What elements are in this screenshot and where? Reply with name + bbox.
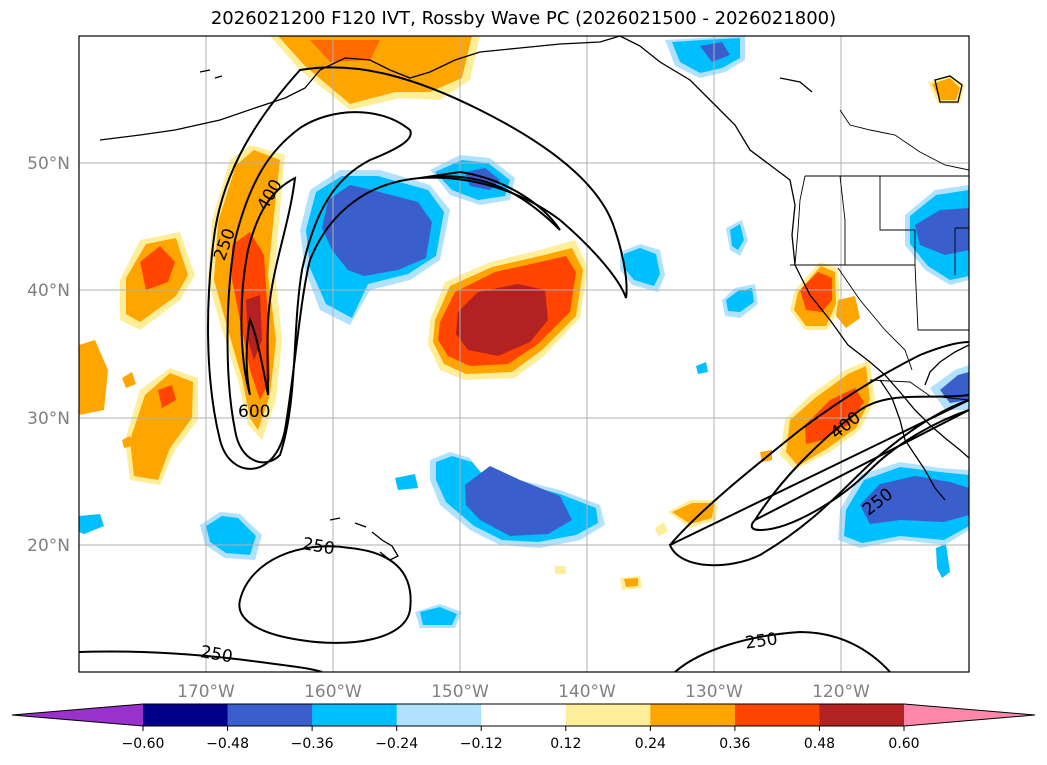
colorbar-tick-label: 0.60 — [888, 736, 919, 752]
negative-anomaly-shading — [79, 36, 969, 628]
colorbar-swatch — [312, 704, 398, 726]
lon-label: 170°W — [177, 682, 235, 702]
colorbar-tick-label: −0.24 — [375, 736, 418, 752]
map-panel: 600 400 250 250 250 400 250 250 — [79, 36, 969, 672]
contour-label: 250 — [744, 629, 779, 653]
lat-label: 50°N — [27, 154, 70, 174]
colorbar-tick-label: 0.12 — [550, 736, 581, 752]
colorbar-tick-label: −0.48 — [206, 736, 249, 752]
lon-label: 150°W — [431, 682, 489, 702]
longitude-labels: 170°W 160°W 150°W 140°W 130°W 120°W — [177, 682, 870, 702]
colorbar-swatch — [734, 704, 820, 726]
colorbar: −0.60 −0.48 −0.36 −0.24 −0.12 0.12 0.24 0.36 0.4… — [11, 703, 1036, 752]
ivt-contours — [79, 66, 969, 672]
colorbar-swatch — [819, 704, 905, 726]
colorbar-tick-label: −0.12 — [460, 736, 503, 752]
lat-label: 30°N — [27, 409, 70, 429]
contour-label: 600 — [238, 402, 270, 422]
colorbar-swatch — [227, 704, 313, 726]
positive-anomaly-shading — [79, 36, 965, 590]
lat-label: 20°N — [27, 536, 70, 556]
colorbar-swatch — [565, 704, 651, 726]
lon-label: 140°W — [558, 682, 616, 702]
latitude-labels: 50°N 40°N 30°N 20°N — [27, 154, 70, 556]
map-frame — [78, 35, 970, 673]
lon-label: 120°W — [812, 682, 870, 702]
colorbar-tick-label: 0.24 — [635, 736, 666, 752]
colorbar-swatch — [650, 704, 736, 726]
lon-label: 130°W — [685, 682, 743, 702]
colorbar-tick-label: 0.36 — [719, 736, 750, 752]
colorbar-swatch — [396, 704, 482, 726]
map-title: 2026021200 F120 IVT, Rossby Wave PC (202… — [210, 8, 837, 29]
lon-label: 160°W — [304, 682, 362, 702]
colorbar-tick-label: −0.60 — [122, 736, 165, 752]
colorbar-tick-label: −0.36 — [291, 736, 334, 752]
graticule — [79, 36, 969, 672]
colorbar-extension-high — [904, 704, 1035, 726]
lat-label: 40°N — [27, 281, 70, 301]
colorbar-swatch — [481, 704, 567, 726]
colorbar-extension-low — [12, 704, 143, 726]
colorbar-tick-label: 0.48 — [804, 736, 835, 752]
political-borders — [790, 109, 969, 401]
colorbar-swatch — [143, 704, 229, 726]
